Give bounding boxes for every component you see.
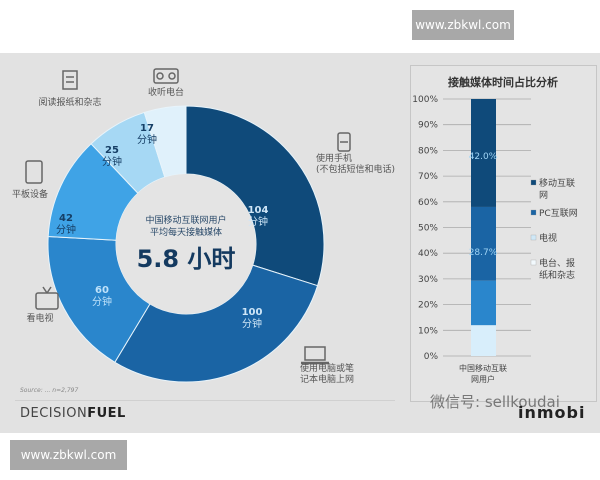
donut-hole bbox=[116, 174, 256, 314]
legend-label: PC互联网 bbox=[539, 208, 578, 219]
tv-icon bbox=[35, 286, 59, 310]
mobile-percent-label: 42.0% bbox=[469, 152, 498, 162]
segment-unit: 分钟 bbox=[137, 133, 157, 146]
infographic: 中国移动互联网用户 平均每天接触媒体 5.8 小时 104 分钟 100 分钟 60 分钟… bbox=[0, 53, 600, 433]
divider bbox=[15, 400, 395, 401]
bar-segment bbox=[471, 99, 496, 207]
bar-segment bbox=[471, 206, 496, 281]
segment-label: 使用电脑或笔 bbox=[300, 362, 354, 374]
y-tick-label: 90% bbox=[418, 121, 438, 131]
legend-label: 纸和杂志 bbox=[539, 269, 575, 281]
y-tick-label: 0% bbox=[424, 352, 439, 362]
stacked-bar-chart: 接触媒体时间占比分析 0% 10% 20% 30% 40% 50% 60% 70% 80% 90%… bbox=[412, 75, 578, 384]
watermark-top: www.zbkwl.com bbox=[412, 10, 514, 40]
inmobi-logo: inmobi bbox=[518, 403, 586, 422]
segment-unit: 分钟 bbox=[248, 215, 268, 228]
segment-unit: 分钟 bbox=[92, 295, 112, 308]
segment-unit: 分钟 bbox=[102, 155, 122, 168]
y-tick-label: 70% bbox=[418, 172, 438, 182]
decisionfuel-logo: DECISIONFUEL bbox=[20, 406, 126, 421]
category-label-line2: 网用户 bbox=[471, 374, 495, 384]
y-tick-label: 60% bbox=[418, 198, 438, 208]
bar-segment bbox=[471, 280, 496, 326]
y-tick-label: 80% bbox=[418, 146, 438, 156]
segment-unit: 分钟 bbox=[242, 317, 262, 330]
segment-label: 使用手机 bbox=[316, 152, 352, 164]
mobile-phone-icon bbox=[337, 132, 351, 152]
pc-percent-label: 28.7% bbox=[469, 248, 498, 258]
y-tick-label: 50% bbox=[418, 224, 438, 234]
segment-value: 42 bbox=[59, 213, 73, 224]
bar-segment bbox=[471, 325, 496, 356]
y-tick-label: 30% bbox=[418, 275, 438, 285]
legend-label: 电台、报 bbox=[539, 257, 575, 269]
wechat-id: 微信号: sellkoudai bbox=[430, 393, 560, 411]
legend-swatch bbox=[530, 234, 537, 241]
segment-label: 收听电台 bbox=[148, 86, 184, 98]
y-tick-label: 20% bbox=[418, 301, 438, 311]
legend-swatch bbox=[530, 259, 537, 266]
radio-icon bbox=[153, 68, 179, 84]
bar-chart-title: 接触媒体时间占比分析 bbox=[448, 75, 558, 89]
segment-label: (不包括短信和电话) bbox=[316, 163, 395, 175]
segment-value: 60 bbox=[95, 285, 109, 296]
segment-value: 104 bbox=[248, 205, 269, 216]
bar-chart-panel: 接触媒体时间占比分析 0% 10% 20% 30% 40% 50% 60% 70% 80% 90%… bbox=[410, 65, 597, 402]
segment-label: 看电视 bbox=[26, 312, 53, 324]
segment-value: 25 bbox=[105, 145, 119, 156]
legend-label: 网 bbox=[539, 190, 548, 201]
y-tick-label: 10% bbox=[418, 326, 438, 336]
tablet-icon bbox=[25, 160, 43, 184]
donut-chart: 中国移动互联网用户 平均每天接触媒体 5.8 小时 104分钟100分钟60分钟… bbox=[12, 68, 395, 385]
segment-value: 100 bbox=[242, 307, 263, 318]
segment-value: 17 bbox=[140, 123, 154, 134]
legend-label: 移动互联 bbox=[539, 177, 575, 189]
y-tick-label: 40% bbox=[418, 249, 438, 259]
newspaper-icon bbox=[62, 70, 78, 90]
center-line1: 中国移动互联网用户 bbox=[145, 214, 226, 226]
segment-unit: 分钟 bbox=[56, 223, 76, 236]
watermark-bottom: www.zbkwl.com bbox=[10, 440, 127, 470]
segment-label: 记本电脑上网 bbox=[300, 373, 354, 385]
center-line2: 平均每天接触媒体 bbox=[150, 226, 222, 238]
legend-label: 电视 bbox=[539, 232, 557, 244]
segment-label: 阅读报纸和杂志 bbox=[38, 96, 101, 108]
y-tick-label: 100% bbox=[412, 95, 438, 105]
legend-swatch bbox=[530, 179, 537, 186]
segment-label: 平板设备 bbox=[12, 188, 48, 200]
source-note: Source: ... n=2,797 bbox=[20, 387, 79, 394]
legend-swatch bbox=[530, 209, 537, 216]
category-label-line1: 中国移动互联 bbox=[459, 363, 507, 373]
center-value: 5.8 小时 bbox=[137, 245, 236, 273]
laptop-icon bbox=[301, 346, 329, 365]
